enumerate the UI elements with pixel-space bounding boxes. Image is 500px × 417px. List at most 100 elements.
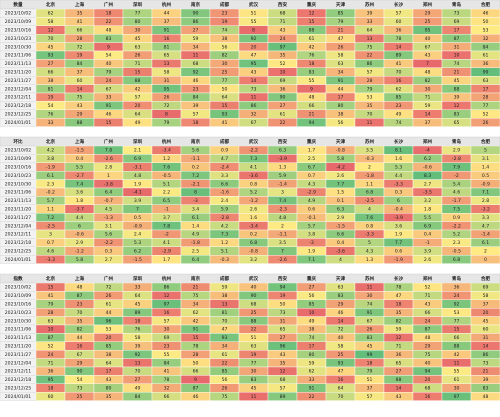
cell-value: 1.8 [76,198,83,204]
cell-value: 10 [454,53,460,59]
cell-value: 39 [483,377,489,383]
cell-value: 78 [396,36,402,42]
cell-value: 82 [425,78,431,84]
cell-value: 69 [280,78,286,84]
cell-value: 74 [454,61,460,67]
cell-value: 47 [396,293,402,299]
cell-value: 5.5 [424,215,431,221]
cell-value: 5.1 [163,181,170,187]
cell-value: 61 [309,36,315,42]
cell-value: 2.8 [105,165,112,171]
cell-value: 79 [367,86,373,92]
table-block: 环比 北京 上海 广州 深圳 杭州 南京 成都 武汉 西安 重庆 天津 苏州 长沙 郑州 青岛 合肥 2023/1… [0,136,500,264]
cell-value: -1.7 [452,198,461,204]
cell-value: 4.9 [192,232,199,238]
cell-value: 18 [106,11,112,17]
cell-value: 5.1 [221,249,228,255]
cell-value: -2.9 [307,190,316,196]
cell-value: 30 [222,61,228,67]
cell-value: 14 [425,112,431,118]
cell-value: 86 [367,61,373,67]
cell-value: 41 [222,120,228,126]
cell-value: 45 [135,302,141,308]
cell-value: 1.5 [337,190,344,196]
cell-value: 39 [193,103,199,109]
cell-value: -0.6 [75,232,84,238]
cell-value: 2.7 [105,257,112,263]
cell-value: 64 [338,386,344,392]
cell-value: 13 [222,302,228,308]
cell-value: 83 [309,70,315,76]
cell-value: 44 [338,86,344,92]
cell-value: 19 [251,352,257,358]
cell-value: 2.5 [308,156,315,162]
cell-value: 0.4 [76,156,83,162]
column-header: 杭州 [162,138,172,145]
cell-value: 61 [483,53,489,59]
cell-value: 81 [48,86,54,92]
cell-value: 31 [280,318,286,324]
cell-value: 79 [106,70,112,76]
column-header: 苏州 [365,138,375,145]
column-header: 西安 [278,275,288,282]
cell-value: -1.5 [75,148,84,154]
cell-value: 0.4 [337,240,344,246]
cell-value: 6 [78,223,81,229]
cell-value: 78 [164,377,170,383]
cell-value: -2.9 [162,249,171,255]
column-header: 苏州 [365,275,375,282]
cell-value: 4.1 [163,240,170,246]
cell-value: 65 [454,120,460,126]
column-header: 上海 [75,138,85,145]
cell-value: 0.9 [221,148,228,154]
cell-value: 68 [193,61,199,67]
column-header: 青岛 [452,1,462,8]
column-header: 西安 [278,138,288,145]
cell-value: -3 [193,198,198,204]
cell-value: 73 [251,86,257,92]
cell-value: 65 [280,327,286,333]
cell-value: 1.9 [134,181,141,187]
cell-value: 8.3 [424,173,431,179]
cell-value: 6.9 [134,156,141,162]
cell-value: 42 [135,86,141,92]
cell-value: 55 [251,19,257,25]
cell-value: 4.2 [221,223,228,229]
cell-value: 35 [106,394,112,400]
cell-value: 43 [425,53,431,59]
cell-value: 7.6 [163,165,170,171]
cell-value: 0.3 [395,190,402,196]
cell-value: 15 [222,103,228,109]
cell-value: 65 [396,360,402,366]
cell-value: 10 [309,310,315,316]
cell-value: 24 [425,318,431,324]
cell-value: 11 [251,95,257,101]
cell-value: -2.6 [104,156,113,162]
cell-value: 28 [48,310,54,316]
cell-value: 3.5 [366,148,373,154]
column-header: 上海 [75,1,85,8]
cell-value: 92 [454,302,460,308]
cell-value: 85 [309,302,315,308]
cell-value: -1.4 [481,232,490,238]
cell-value: 2 [281,223,284,229]
cell-value: 35 [77,318,83,324]
row-label: 2023/12/04 [5,360,32,366]
row-label: 2023/11/06 [5,190,32,196]
cell-value: 92 [193,70,199,76]
cell-value: 2.3 [47,181,54,187]
block-title: 环比 [13,138,23,145]
cell-value: 3.6 [395,223,402,229]
cell-value: 9 [310,86,313,92]
cell-value: 16 [164,36,170,42]
cell-value: 11 [251,394,257,400]
cell-value: 5.2 [453,232,460,238]
cell-value: -0.5 [162,173,171,179]
cell-value: 5.4 [453,181,460,187]
cell-value: 41 [164,369,170,375]
cell-value: 58 [48,19,54,25]
cell-value: 78 [193,344,199,350]
cell-value: 5.5 [76,165,83,171]
row-label: 2023/11/13 [5,335,32,341]
cell-value: 23 [164,344,170,350]
